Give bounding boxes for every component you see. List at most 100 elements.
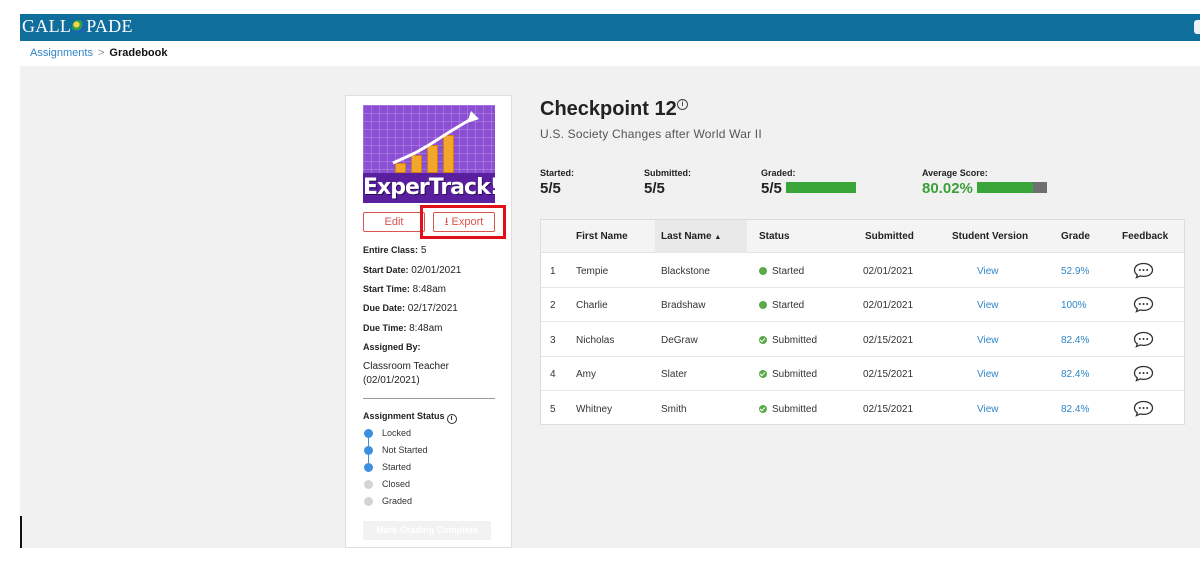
status-cell: Started: [759, 266, 804, 277]
assignment-status-label: Assignment Status: [363, 411, 445, 421]
status-step-label: Started: [382, 462, 412, 472]
export-button[interactable]: ⭳ Export: [433, 212, 495, 232]
grade-link[interactable]: 52.9%: [1061, 266, 1090, 277]
status-text: Submitted: [772, 369, 818, 381]
export-button-label: Export: [451, 216, 484, 228]
status-dot-icon: [759, 404, 767, 413]
col-last-name[interactable]: Last Name ▲: [661, 231, 721, 242]
view-student-version-link[interactable]: View: [977, 334, 999, 346]
first-name-cell: Charlie: [576, 300, 608, 312]
status-step-label: Graded: [382, 496, 413, 506]
col-status[interactable]: Status: [759, 231, 790, 242]
info-icon[interactable]: i: [446, 414, 457, 424]
download-icon: ⭳: [444, 216, 452, 228]
first-name-cell: Tempie: [576, 266, 609, 277]
status-text: Submitted: [772, 403, 818, 415]
breadcrumb-chevron-icon: >: [97, 47, 105, 59]
table-row: 4 Amy Slater Submitted 02/15/2021 View 8…: [541, 357, 1184, 392]
due-date-label: Due Date:: [363, 303, 406, 313]
globe-icon: [72, 20, 86, 33]
stat-submitted-label: Submitted:: [644, 168, 691, 178]
logo-text-left: GALL: [22, 16, 72, 36]
status-dot-icon: [759, 370, 767, 379]
assignment-card: ExperTrack! Edit ⭳ Export Entire Class: …: [345, 95, 512, 548]
status-cell: Submitted: [759, 404, 817, 415]
submitted-date-cell: 02/15/2021: [863, 334, 914, 346]
feedback-chat-icon[interactable]: [1133, 365, 1154, 382]
view-student-version-link[interactable]: View: [977, 266, 999, 277]
row-index: 3: [550, 334, 556, 346]
start-time-label: Start Time:: [363, 284, 410, 294]
start-time-value: 8:48am: [412, 284, 446, 295]
cover-title: ExperTrack!: [363, 175, 495, 200]
card-divider: [363, 398, 495, 399]
last-name-cell: Bradshaw: [661, 300, 706, 312]
table-row: 3 Nicholas DeGraw Submitted 02/15/2021 V…: [541, 323, 1184, 357]
stat-graded: Graded: 5/5: [761, 168, 856, 197]
last-name-cell: DeGraw: [661, 334, 698, 346]
grade-link[interactable]: 82.4%: [1061, 369, 1090, 381]
start-date-info: Start Date: 02/01/2021: [363, 265, 461, 276]
cover-bar: [411, 155, 422, 173]
grade-link[interactable]: 82.4%: [1061, 403, 1090, 415]
step-dot-icon: [364, 429, 373, 438]
stat-started: Started: 5/5: [540, 168, 574, 197]
graded-progress-bar: [785, 182, 856, 193]
status-text: Started: [772, 266, 805, 277]
assignment-status-heading: Assignment Status i: [363, 411, 457, 424]
first-name-cell: Whitney: [576, 403, 613, 415]
status-dot-icon: [759, 267, 767, 275]
stat-average-row: 80.02%: [922, 180, 1047, 197]
due-time-value: 8:48am: [409, 323, 443, 334]
feedback-chat-icon[interactable]: [1133, 331, 1154, 348]
view-student-version-link[interactable]: View: [977, 369, 999, 381]
step-dot-icon: [364, 463, 373, 472]
stat-graded-label: Graded:: [761, 168, 796, 178]
logo-text-right: PADE: [86, 16, 133, 36]
status-step-label: Locked: [382, 428, 412, 438]
stat-graded-value: 5/5: [761, 180, 782, 197]
entire-class-value: 5: [420, 245, 427, 256]
entire-class-info: Entire Class: 5: [363, 245, 426, 256]
last-name-cell: Smith: [661, 403, 687, 415]
status-step-closed: Closed: [364, 480, 428, 497]
status-cell: Started: [759, 300, 804, 311]
breadcrumb-assignments-link[interactable]: Assignments: [30, 47, 93, 59]
status-dot-icon: [759, 335, 767, 344]
gallopade-logo[interactable]: GALL PADE: [22, 16, 133, 37]
breadcrumb-current: Gradebook: [109, 47, 168, 59]
cover-title-strip: [363, 173, 495, 203]
stat-average-label: Average Score:: [922, 168, 988, 178]
user-menu-edge[interactable]: [1194, 20, 1200, 34]
view-student-version-link[interactable]: View: [977, 300, 999, 312]
feedback-chat-icon[interactable]: [1133, 296, 1154, 314]
col-first-name[interactable]: First Name: [576, 231, 628, 242]
cover-bar: [427, 145, 438, 173]
expertrack-cover-image: ExperTrack!: [363, 105, 495, 203]
status-cell: Submitted: [759, 335, 817, 346]
step-connector: [368, 455, 369, 463]
table-row: 5 Whitney Smith Submitted 02/15/2021 Vie…: [541, 392, 1184, 426]
feedback-chat-icon[interactable]: [1133, 262, 1154, 279]
first-name-cell: Amy: [576, 369, 596, 381]
grade-link[interactable]: 100%: [1061, 300, 1087, 312]
status-text: Started: [772, 300, 805, 312]
grade-link[interactable]: 82.4%: [1061, 334, 1090, 346]
feedback-chat-icon[interactable]: [1133, 400, 1154, 417]
title-info-icon[interactable]: i: [677, 99, 688, 110]
page-subtitle: U.S. Society Changes after World War II: [540, 127, 762, 141]
status-step-not-started: Not Started: [364, 446, 428, 463]
table-row: 2 Charlie Bradshaw Started 02/01/2021 Vi…: [541, 288, 1184, 323]
status-step-locked: Locked: [364, 429, 428, 446]
view-student-version-link[interactable]: View: [977, 403, 999, 415]
mark-grading-complete-button[interactable]: Mark Grading Complete: [363, 521, 491, 540]
col-grade[interactable]: Grade: [1061, 231, 1090, 242]
page-title: Checkpoint 12: [540, 98, 677, 120]
col-student-version[interactable]: Student Version: [952, 231, 1029, 242]
col-submitted[interactable]: Submitted: [865, 231, 914, 242]
last-name-cell: Blackstone: [661, 266, 710, 277]
edit-button[interactable]: Edit: [363, 212, 425, 232]
entire-class-label: Entire Class:: [363, 245, 419, 255]
row-index: 2: [550, 300, 556, 312]
col-feedback[interactable]: Feedback: [1122, 231, 1169, 242]
